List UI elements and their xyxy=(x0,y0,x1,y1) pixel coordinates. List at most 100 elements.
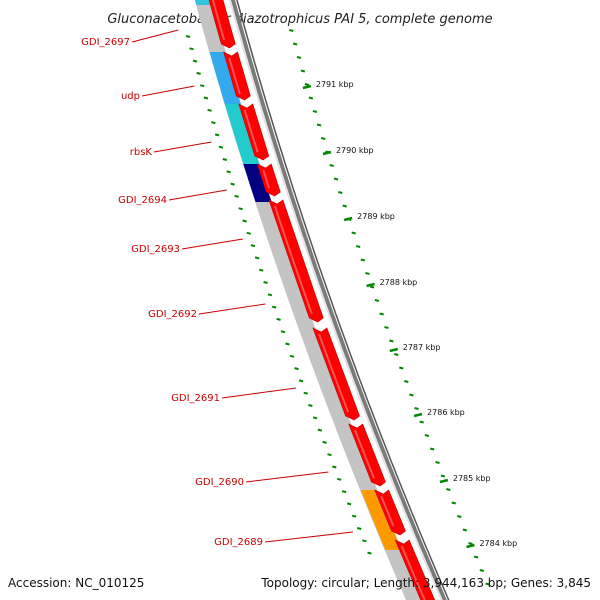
major-tick-mark xyxy=(366,282,375,288)
gene-leader-line xyxy=(141,85,195,97)
tick-label: 2785 kbp xyxy=(453,474,491,483)
gene-label: GDI_2693 xyxy=(131,244,180,255)
inner-tick-mark xyxy=(238,207,243,211)
inner-tick-mark xyxy=(254,256,260,260)
outer-tick-mark xyxy=(316,123,322,127)
gene-leader-line xyxy=(181,238,243,250)
outer-tick-mark xyxy=(320,137,326,140)
cds-highlight xyxy=(273,205,313,315)
outer-tick-mark xyxy=(351,231,356,235)
gene-leader-line xyxy=(131,29,179,43)
gene-label: GDI_2691 xyxy=(171,393,220,404)
gene-leader-line xyxy=(245,471,329,483)
outer-tick-mark xyxy=(414,407,419,410)
inner-tick-mark xyxy=(259,268,264,272)
inner-tick-mark xyxy=(367,551,372,555)
cds-highlight xyxy=(211,0,226,41)
outer-tick-mark xyxy=(365,272,370,275)
outer-tick-mark xyxy=(485,582,490,586)
inner-tick-mark xyxy=(263,281,268,284)
inner-tick-mark xyxy=(189,47,194,51)
inner-tick-mark xyxy=(285,342,290,346)
outer-tick-mark xyxy=(329,164,334,167)
outer-tick-mark xyxy=(394,353,399,356)
outer-tick-mark xyxy=(440,474,446,478)
inner-tick-mark xyxy=(280,330,286,334)
map-title: Gluconacetobacter diazotrophicus PAI 5, … xyxy=(107,12,492,27)
outer-tick-mark xyxy=(399,366,404,370)
inner-tick-mark xyxy=(346,502,352,506)
feature-block-rbsK xyxy=(224,104,260,164)
outer-tick-mark xyxy=(404,380,409,383)
genome-ring-inner-line xyxy=(228,0,443,600)
inner-tick-mark xyxy=(196,71,201,75)
outer-tick-mark xyxy=(424,434,430,437)
feature-block-GDI_2689 xyxy=(360,490,402,550)
tick-label: 2786 kbp xyxy=(427,408,465,417)
genome-ring-border xyxy=(236,0,450,600)
outer-tick-mark xyxy=(296,56,302,59)
inner-tick-ring xyxy=(185,35,372,555)
inner-tick-mark xyxy=(203,96,209,100)
tick-label: 2789 kbp xyxy=(357,212,395,221)
inner-tick-mark xyxy=(207,108,212,112)
outer-tick-mark xyxy=(462,528,468,532)
major-tick-mark xyxy=(322,150,332,156)
major-tick-mark xyxy=(466,543,475,549)
cds-highlight xyxy=(318,333,350,413)
outer-tick-mark xyxy=(300,69,306,73)
inner-tick-mark xyxy=(211,121,216,125)
inner-tick-mark xyxy=(356,527,362,530)
cds-highlight xyxy=(380,495,395,527)
inner-tick-mark xyxy=(230,182,235,186)
outer-tick-mark xyxy=(479,569,485,572)
tick-label: 2784 kbp xyxy=(479,539,517,548)
inner-tick-mark xyxy=(185,35,191,38)
inner-tick-mark xyxy=(308,404,313,407)
outer-tick-mark xyxy=(468,542,473,545)
feature-block-top xyxy=(194,0,213,5)
tick-label: 2790 kbp xyxy=(336,146,374,155)
inner-tick-mark xyxy=(246,231,252,235)
inner-tick-mark xyxy=(192,59,198,63)
gene-leader-line xyxy=(264,531,353,543)
gene-label: GDI_2694 xyxy=(118,195,167,206)
major-tick-mark xyxy=(413,412,423,418)
inner-tick-mark xyxy=(303,391,308,395)
inner-tick-mark xyxy=(336,477,342,481)
inner-tick-mark xyxy=(250,244,256,248)
major-tick-mark xyxy=(302,84,312,90)
outer-tick-mark xyxy=(457,515,462,518)
outer-tick-mark xyxy=(389,339,394,343)
cds-track xyxy=(208,0,436,600)
outer-tick-mark xyxy=(292,42,298,46)
inner-tick-mark xyxy=(234,194,239,198)
cds-highlight xyxy=(243,109,259,153)
gene-leader-line xyxy=(198,303,266,315)
feature-block-udp xyxy=(209,52,241,104)
outer-tick-mark xyxy=(308,96,314,100)
outer-tick-mark xyxy=(312,110,318,113)
gene-leader-line xyxy=(153,141,212,153)
inner-tick-mark xyxy=(267,293,273,297)
inner-tick-mark xyxy=(351,514,357,518)
outer-tick-ring xyxy=(289,29,490,586)
inner-tick-mark xyxy=(298,379,304,383)
tick-label: 2791 kbp xyxy=(316,80,354,89)
outer-tick-mark xyxy=(384,326,389,329)
cds-highlight xyxy=(354,429,375,479)
inner-tick-mark xyxy=(276,317,281,321)
gene-label: GDI_2689 xyxy=(214,537,263,548)
inner-tick-mark xyxy=(322,440,327,444)
topology-summary: Topology: circular; Length: 3,944,163 bp… xyxy=(261,576,591,590)
outer-tick-mark xyxy=(360,258,366,262)
outer-tick-mark xyxy=(289,29,294,32)
outer-tick-mark xyxy=(451,501,457,505)
outer-tick-mark xyxy=(304,83,310,86)
cds-highlight xyxy=(262,169,270,189)
inner-tick-mark xyxy=(218,145,224,149)
major-tick-mark xyxy=(389,347,399,353)
outer-tick-mark xyxy=(333,177,339,181)
